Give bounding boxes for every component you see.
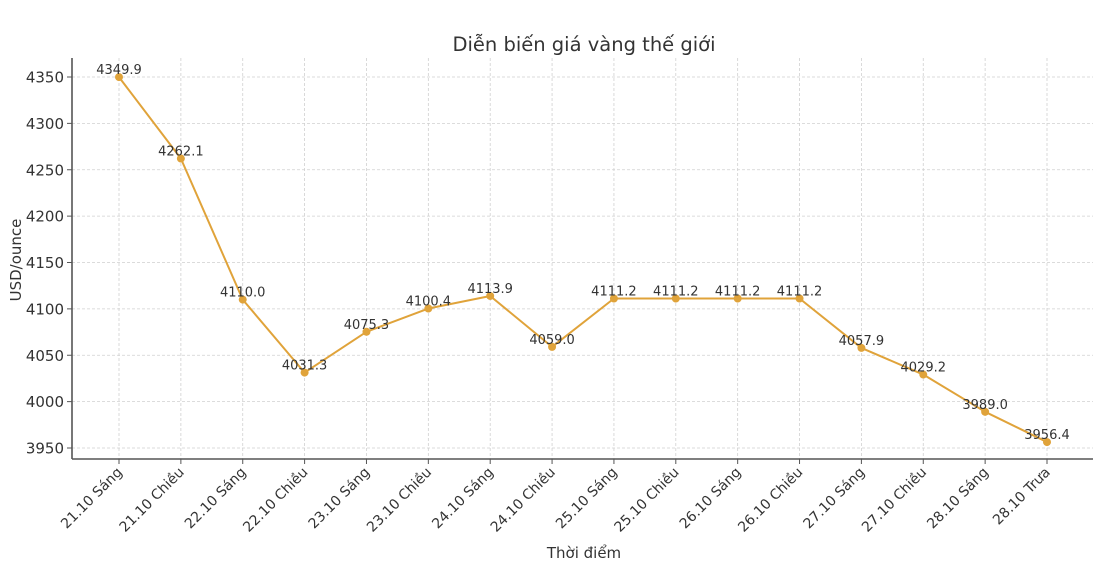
x-tick-label: 26.10 Sáng xyxy=(677,465,745,533)
x-tick-label: 28.10 Sáng xyxy=(924,465,992,533)
y-tick-label: 4350 xyxy=(26,69,64,87)
data-point-label: 4031.3 xyxy=(282,359,328,374)
y-tick-label: 4050 xyxy=(26,347,64,365)
data-point-marker xyxy=(300,368,309,377)
data-point-label: 4075.3 xyxy=(344,318,390,333)
data-point-label: 4349.9 xyxy=(96,63,142,78)
y-tick-label: 4250 xyxy=(26,161,64,179)
data-point-label: 4111.2 xyxy=(715,284,761,299)
data-point-marker xyxy=(1043,438,1051,447)
y-axis-ticks: 3950 4000 4050 4100 4150 4200 4250 4300 4350 xyxy=(26,69,72,458)
x-tick-label: 27.10 Sáng xyxy=(801,465,869,533)
x-tick-label: 24.10 Sáng xyxy=(429,465,497,533)
y-tick-label: 4000 xyxy=(26,393,64,411)
data-point-marker xyxy=(981,407,990,416)
data-point-label: 3956.4 xyxy=(1024,428,1070,443)
grid xyxy=(72,58,1093,459)
data-point-marker xyxy=(362,327,371,336)
series-line xyxy=(118,76,1048,443)
data-point-label: 4029.2 xyxy=(901,361,947,376)
x-tick-label: 23.10 Sáng xyxy=(306,465,374,533)
data-labels: 4349.9 4262.1 4110.0 4031.3 4075.3 4100.4 4113… xyxy=(96,63,1070,443)
data-point-label: 4110.0 xyxy=(220,286,266,301)
x-tick-label: 22.10 Chiều xyxy=(240,464,312,536)
data-point-label: 4111.2 xyxy=(777,284,823,299)
x-tick-label: 25.10 Chiều xyxy=(611,464,683,536)
data-point-marker xyxy=(115,73,123,82)
chart-title: Diễn biến giá vàng thế giới xyxy=(452,33,715,56)
data-point-label: 4113.9 xyxy=(467,282,513,297)
x-tick-label: 28.10 Trưa xyxy=(990,465,1054,529)
y-tick-label: 4100 xyxy=(26,300,64,318)
x-tick-label: 26.10 Chiều xyxy=(735,464,807,536)
x-tick-label: 21.10 Chiều xyxy=(116,464,188,536)
data-point-marker xyxy=(919,370,928,379)
data-point-marker xyxy=(609,294,618,303)
data-point-marker xyxy=(857,343,866,352)
x-tick-label: 21.10 Sáng xyxy=(58,465,126,533)
data-point-label: 4262.1 xyxy=(158,145,204,160)
data-point-marker xyxy=(238,295,247,304)
y-axis-label: USD/ounce xyxy=(7,219,25,302)
data-point-label: 3989.0 xyxy=(962,398,1008,413)
data-point-label: 4100.4 xyxy=(406,295,452,310)
data-point-label: 4059.0 xyxy=(529,333,575,348)
x-tick-label: 25.10 Sáng xyxy=(553,465,621,533)
data-point-marker xyxy=(671,294,680,303)
x-tick-label: 27.10 Chiều xyxy=(858,464,930,536)
data-series xyxy=(115,73,1051,447)
data-point-marker xyxy=(733,294,742,303)
x-tick-label: 23.10 Chiều xyxy=(363,464,435,536)
data-point-marker xyxy=(176,154,185,163)
x-axis-label: Thời điểm xyxy=(546,544,621,562)
y-tick-label: 3950 xyxy=(26,440,64,458)
data-point-label: 4111.2 xyxy=(591,284,637,299)
x-tick-label: 24.10 Chiều xyxy=(487,464,559,536)
data-point-marker xyxy=(795,294,804,303)
y-tick-label: 4150 xyxy=(26,254,64,272)
y-tick-label: 4300 xyxy=(26,115,64,133)
data-point-label: 4111.2 xyxy=(653,284,699,299)
data-point-marker xyxy=(424,304,433,313)
data-point-marker xyxy=(486,291,495,300)
y-tick-label: 4200 xyxy=(26,208,64,226)
x-tick-label: 22.10 Sáng xyxy=(182,465,250,533)
data-point-label: 4057.9 xyxy=(839,334,885,349)
data-point-marker xyxy=(548,342,557,351)
